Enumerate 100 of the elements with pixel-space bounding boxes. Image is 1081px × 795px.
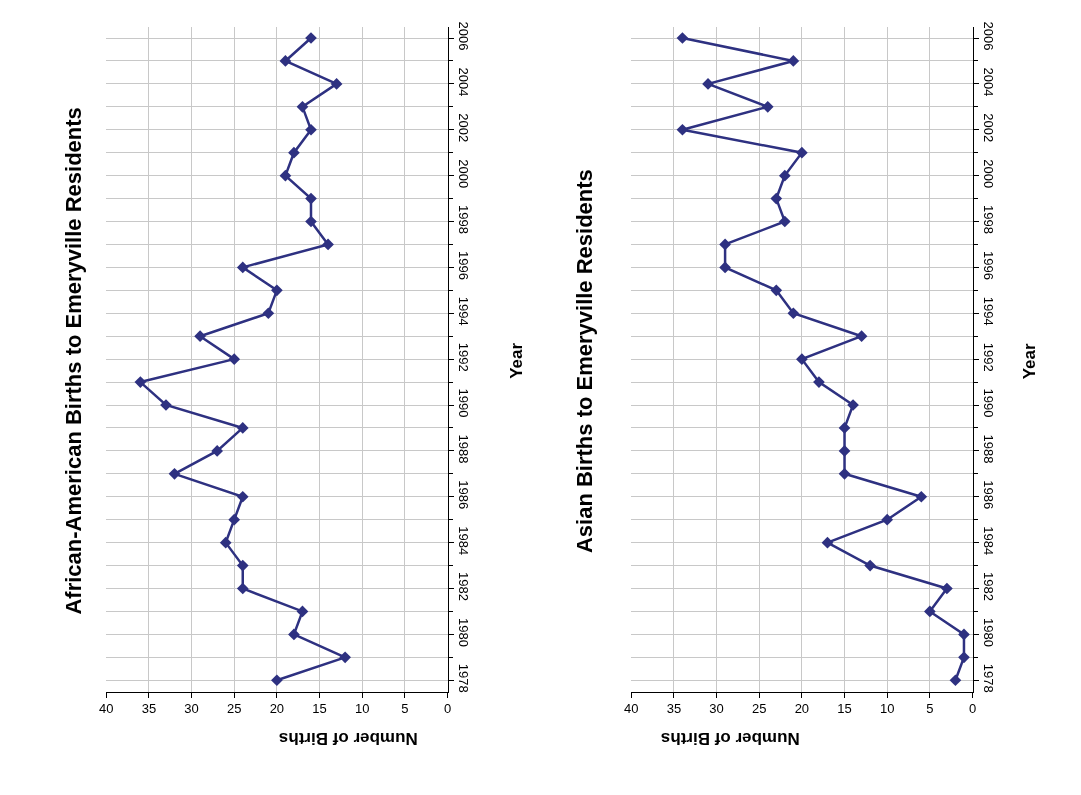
x-tick-label: 25 bbox=[226, 701, 242, 717]
point bbox=[134, 376, 147, 388]
x-tick-label: 35 bbox=[141, 701, 157, 717]
y-tick-label: 2004 bbox=[455, 67, 471, 97]
x-tick-label: 20 bbox=[794, 701, 810, 717]
x-axis-title: Number of Births bbox=[660, 728, 800, 748]
point bbox=[676, 123, 689, 136]
point bbox=[941, 582, 953, 595]
x-tick-label: 40 bbox=[99, 701, 114, 717]
point bbox=[923, 605, 936, 618]
point bbox=[236, 261, 249, 274]
y-tick-label: 2004 bbox=[980, 67, 996, 97]
point bbox=[719, 238, 731, 251]
point bbox=[958, 628, 970, 641]
text: African-American Births to Emeryville Residents bbox=[61, 107, 87, 615]
y-tick-label: 1986 bbox=[455, 480, 471, 510]
point bbox=[271, 674, 283, 687]
point bbox=[219, 536, 232, 549]
y-tick-label: 2002 bbox=[455, 113, 471, 143]
y-tick-label: 2006 bbox=[980, 21, 996, 51]
x-axis-title: Number of Births bbox=[278, 728, 418, 748]
point bbox=[949, 674, 962, 687]
x-tick-label: 10 bbox=[354, 701, 370, 717]
y-tick-label: 2006 bbox=[455, 21, 471, 51]
y-axis-title: Year bbox=[506, 342, 526, 379]
point bbox=[194, 330, 206, 343]
y-tick-label: 1982 bbox=[455, 572, 471, 602]
text: Asian Births to Emeryville Residents bbox=[571, 169, 597, 554]
point bbox=[838, 422, 851, 434]
point bbox=[296, 605, 309, 618]
point bbox=[305, 123, 317, 136]
y-tick-label: 1986 bbox=[980, 480, 996, 510]
y-tick-label: 1992 bbox=[980, 342, 996, 372]
point bbox=[855, 330, 868, 343]
point bbox=[770, 192, 783, 205]
point bbox=[211, 445, 224, 457]
y-tick-label: 1988 bbox=[455, 434, 471, 464]
x-tick-label: 5 bbox=[926, 701, 934, 717]
point bbox=[228, 513, 241, 526]
x-tick-label: 15 bbox=[312, 701, 327, 717]
y-tick-label: 1990 bbox=[980, 388, 996, 418]
y-tick-label: 1994 bbox=[980, 296, 996, 326]
point bbox=[305, 192, 317, 205]
x-tick-label: 25 bbox=[751, 701, 767, 717]
y-tick-label: 1994 bbox=[455, 296, 471, 326]
y-tick-label: 1992 bbox=[455, 342, 471, 372]
y-tick-label: 1988 bbox=[980, 434, 996, 464]
point bbox=[236, 559, 249, 572]
point bbox=[288, 146, 300, 159]
point bbox=[958, 651, 970, 664]
point bbox=[296, 100, 309, 113]
point bbox=[864, 559, 876, 572]
y-tick-label: 2000 bbox=[455, 159, 471, 189]
x-tick-label: 30 bbox=[709, 701, 724, 717]
y-tick-label: 1978 bbox=[980, 663, 996, 693]
point bbox=[330, 78, 343, 90]
point bbox=[168, 467, 181, 480]
point bbox=[915, 490, 928, 503]
point bbox=[770, 284, 783, 297]
point bbox=[796, 353, 808, 365]
y-tick-label: 1990 bbox=[455, 388, 471, 418]
x-tick-label: 30 bbox=[184, 701, 199, 717]
point bbox=[288, 628, 300, 641]
y-tick-label: 1980 bbox=[980, 617, 996, 647]
x-tick-label: 5 bbox=[401, 701, 409, 717]
x-tick-label: 15 bbox=[837, 701, 852, 717]
point bbox=[761, 100, 774, 113]
point bbox=[676, 32, 689, 44]
x-tick-label: 40 bbox=[624, 701, 639, 717]
point bbox=[821, 536, 834, 549]
y-tick-label: 2000 bbox=[980, 159, 996, 189]
x-tick-label: 20 bbox=[269, 701, 285, 717]
x-tick-label: 35 bbox=[666, 701, 682, 717]
y-tick-label: 1996 bbox=[455, 250, 471, 280]
point bbox=[236, 582, 249, 595]
point bbox=[236, 490, 249, 503]
y-tick-label: 2002 bbox=[980, 113, 996, 143]
point bbox=[778, 215, 791, 228]
point bbox=[719, 261, 731, 274]
y-tick-label: 1980 bbox=[455, 617, 471, 647]
y-axis-title: Year bbox=[1020, 342, 1040, 380]
point bbox=[702, 78, 714, 90]
y-tick-label: 1984 bbox=[455, 526, 471, 556]
point bbox=[881, 513, 894, 526]
x-tick-label: 10 bbox=[879, 701, 895, 717]
y-tick-label: 1982 bbox=[980, 572, 996, 602]
point bbox=[796, 146, 808, 159]
point bbox=[262, 307, 275, 320]
point bbox=[236, 422, 249, 434]
y-tick-label: 1984 bbox=[980, 526, 996, 556]
point bbox=[778, 169, 791, 182]
point bbox=[838, 467, 851, 480]
point bbox=[838, 445, 851, 457]
point bbox=[787, 55, 800, 67]
point bbox=[279, 169, 292, 182]
point bbox=[787, 307, 800, 320]
y-tick-label: 1998 bbox=[980, 205, 996, 235]
point bbox=[279, 55, 292, 67]
x-tick-label: 0 bbox=[443, 701, 452, 717]
y-tick-label: 1998 bbox=[455, 205, 471, 235]
